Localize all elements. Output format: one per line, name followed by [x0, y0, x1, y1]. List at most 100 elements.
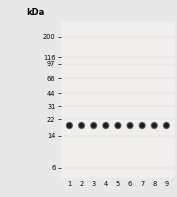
Polygon shape	[68, 124, 71, 127]
Polygon shape	[140, 123, 144, 128]
Polygon shape	[92, 123, 96, 128]
Polygon shape	[127, 122, 133, 129]
Polygon shape	[141, 124, 144, 127]
Polygon shape	[152, 124, 156, 127]
Polygon shape	[128, 124, 132, 127]
Polygon shape	[69, 125, 70, 126]
Polygon shape	[104, 124, 108, 127]
Polygon shape	[126, 122, 134, 129]
Polygon shape	[93, 125, 95, 126]
Polygon shape	[68, 124, 71, 127]
Text: kDa: kDa	[27, 8, 45, 17]
Polygon shape	[79, 123, 84, 128]
Polygon shape	[117, 125, 119, 126]
Polygon shape	[129, 124, 132, 127]
Polygon shape	[153, 124, 156, 127]
Polygon shape	[102, 122, 109, 129]
Polygon shape	[105, 125, 106, 126]
Polygon shape	[90, 122, 97, 129]
Polygon shape	[92, 124, 95, 127]
Polygon shape	[153, 124, 156, 127]
Polygon shape	[67, 123, 72, 128]
Polygon shape	[104, 123, 108, 128]
Polygon shape	[67, 123, 72, 128]
Polygon shape	[104, 124, 107, 127]
Polygon shape	[81, 125, 82, 126]
Polygon shape	[67, 123, 72, 128]
Polygon shape	[91, 122, 97, 129]
Polygon shape	[103, 122, 109, 129]
Polygon shape	[93, 125, 94, 126]
Polygon shape	[163, 122, 169, 129]
Polygon shape	[81, 125, 82, 126]
Polygon shape	[151, 122, 157, 129]
Polygon shape	[164, 123, 169, 128]
Polygon shape	[92, 124, 95, 127]
Polygon shape	[116, 124, 120, 127]
Polygon shape	[103, 123, 109, 128]
Polygon shape	[163, 122, 170, 129]
Polygon shape	[78, 122, 85, 129]
Polygon shape	[139, 123, 145, 128]
Polygon shape	[80, 124, 83, 127]
Polygon shape	[129, 125, 131, 126]
Polygon shape	[78, 122, 85, 129]
Polygon shape	[66, 122, 72, 129]
Polygon shape	[140, 124, 144, 127]
Polygon shape	[129, 125, 131, 126]
Polygon shape	[141, 124, 144, 127]
Polygon shape	[165, 124, 168, 127]
Polygon shape	[164, 123, 169, 128]
Polygon shape	[92, 124, 96, 127]
Polygon shape	[115, 122, 121, 129]
Polygon shape	[116, 124, 119, 127]
Polygon shape	[81, 125, 82, 126]
Polygon shape	[151, 122, 158, 129]
Polygon shape	[105, 125, 106, 126]
Polygon shape	[66, 122, 73, 129]
Polygon shape	[69, 125, 70, 126]
Polygon shape	[105, 124, 107, 127]
Polygon shape	[154, 125, 155, 126]
Polygon shape	[165, 124, 168, 127]
Polygon shape	[68, 124, 71, 127]
Polygon shape	[139, 122, 145, 129]
Polygon shape	[166, 125, 167, 126]
Polygon shape	[128, 123, 133, 128]
Polygon shape	[165, 124, 168, 127]
Polygon shape	[129, 124, 131, 127]
Polygon shape	[103, 123, 108, 128]
Polygon shape	[79, 123, 84, 128]
Polygon shape	[151, 122, 158, 129]
Polygon shape	[93, 125, 94, 126]
Polygon shape	[116, 123, 120, 128]
Polygon shape	[90, 122, 97, 129]
Polygon shape	[166, 125, 167, 126]
Polygon shape	[141, 124, 143, 127]
Polygon shape	[79, 122, 85, 129]
Polygon shape	[152, 123, 156, 128]
Polygon shape	[165, 124, 168, 127]
Polygon shape	[152, 123, 157, 128]
Polygon shape	[68, 125, 70, 126]
Polygon shape	[164, 123, 169, 128]
Polygon shape	[165, 125, 167, 126]
Polygon shape	[141, 125, 143, 126]
Polygon shape	[153, 124, 156, 127]
Polygon shape	[105, 125, 107, 126]
Polygon shape	[117, 124, 119, 127]
Polygon shape	[80, 124, 83, 127]
Polygon shape	[114, 122, 122, 129]
Polygon shape	[102, 122, 109, 129]
Polygon shape	[163, 122, 170, 129]
Polygon shape	[152, 123, 157, 128]
Polygon shape	[128, 123, 132, 128]
Polygon shape	[80, 124, 83, 127]
Polygon shape	[116, 124, 119, 127]
Polygon shape	[68, 124, 71, 127]
Polygon shape	[129, 124, 132, 127]
Polygon shape	[80, 124, 83, 127]
Polygon shape	[115, 123, 120, 128]
Polygon shape	[66, 122, 73, 129]
Polygon shape	[153, 125, 155, 126]
